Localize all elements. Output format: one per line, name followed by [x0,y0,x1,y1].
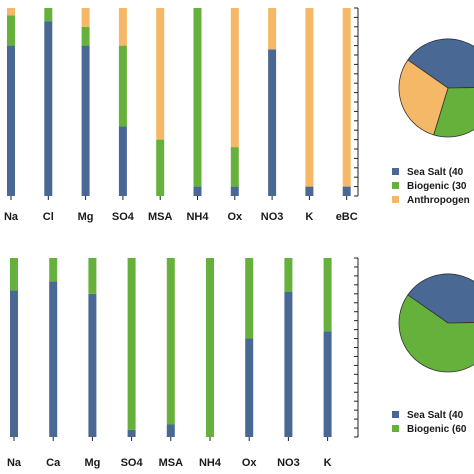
x-tick-label: NH4 [199,457,222,469]
bar-segment-MSA-biogenic [166,258,175,425]
bar-segment-NO3-anthropogenic [268,8,277,50]
legend-label: Sea Salt (40 [407,167,464,178]
bar-segment-Mg-sea_salt [81,45,90,196]
x-tick-label: K [324,457,332,469]
top-pie-chart [398,38,474,138]
bar-segment-eBC-anthropogenic [342,8,351,187]
legend-swatch-sea_salt [392,411,399,418]
bar-segment-Ox-anthropogenic [230,8,239,148]
x-tick-label: Mg [84,457,100,469]
x-tick-label: Ca [46,457,61,469]
pie-slice-sea_salt [407,38,474,89]
bar-segment-Mg-biogenic [88,258,97,294]
legend-label: Sea Salt (40 [407,410,464,421]
bar-segment-K-biogenic [323,258,332,332]
bar-segment-SO4-sea_salt [127,429,136,437]
bar-segment-Ox-biogenic [245,258,254,339]
bar-segment-MSA-sea_salt [166,424,175,437]
x-tick-label: Ox [227,211,243,223]
bar-segment-SO4-biogenic [127,258,136,430]
bottom-legend: Sea Salt (40 Biogenic (60 [392,410,467,435]
bar-segment-Na-biogenic [7,15,15,46]
x-tick-label: SO4 [112,211,135,223]
x-tick-label: MSA [148,211,173,223]
x-tick-label: NH4 [186,211,209,223]
bar-segment-NO3-biogenic [284,258,293,293]
legend-swatch-biogenic [392,425,399,432]
legend-swatch-biogenic [392,182,399,189]
x-tick-label: Na [7,457,22,469]
bottom-bar-chart: Na Ca Mg SO4 MSA NH4 Ox NO3 K [7,257,359,469]
bar-segment-Ox-sea_salt [230,186,239,196]
bar-segment-Ox-biogenic [230,147,239,187]
top-legend: Sea Salt (40 Biogenic (30 Anthropogen [392,167,470,206]
x-tick-label: NO3 [261,211,284,223]
bar-segment-Ca-biogenic [49,258,58,282]
bar-segment-SO4-anthropogenic [118,8,127,46]
bar-segment-Mg-sea_salt [88,293,97,437]
bar-segment-Na-sea_salt [7,45,15,196]
bar-segment-Ox-sea_salt [245,338,254,437]
bar-segment-Na-biogenic [10,258,18,291]
bottom-pie-chart [398,273,474,373]
x-tick-label: Na [4,211,19,223]
legend-swatch-sea_salt [392,168,399,175]
bar-segment-Cl-biogenic [44,8,53,22]
pie-slice-biogenic [398,294,474,373]
legend-label: Anthropogen [407,195,470,206]
x-tick-label: eBC [336,211,358,223]
x-tick-label: K [305,211,313,223]
x-tick-label: NO3 [277,457,300,469]
bar-segment-SO4-sea_salt [118,126,127,196]
pie-slice-anthropogenic [398,59,449,136]
bar-segment-MSA-biogenic [156,139,165,196]
pie-slice-sea_salt [407,273,474,324]
bar-segment-NH4-sea_salt [193,186,202,196]
pie-slice-biogenic [433,87,474,138]
legend-label: Biogenic (30 [407,181,467,192]
bar-segment-Mg-biogenic [81,26,90,46]
x-tick-label: Mg [78,211,94,223]
bar-segment-eBC-sea_salt [342,186,351,196]
legend-label: Biogenic (60 [407,424,467,435]
bar-segment-NH4-biogenic [193,8,202,187]
x-tick-label: Cl [43,211,54,223]
x-tick-label: MSA [159,457,184,469]
bar-segment-Na-anthropogenic [7,8,15,16]
bar-segment-NO3-sea_salt [268,49,277,196]
bar-segment-MSA-anthropogenic [156,8,165,140]
bar-segment-Mg-anthropogenic [81,8,90,27]
x-tick-label: Ox [242,457,258,469]
bar-segment-Ca-sea_salt [49,281,58,437]
bar-segment-K-sea_salt [323,331,332,437]
bar-segment-NH4-biogenic [206,258,214,437]
x-tick-label: SO4 [121,457,144,469]
bar-segment-SO4-biogenic [118,45,127,127]
legend-swatch-anthropogenic [392,196,399,203]
bar-segment-K-anthropogenic [305,8,314,187]
bar-segment-K-sea_salt [305,186,314,196]
bar-segment-Na-sea_salt [10,290,18,437]
bar-segment-Cl-sea_salt [44,21,53,196]
bar-segment-NO3-sea_salt [284,292,293,437]
